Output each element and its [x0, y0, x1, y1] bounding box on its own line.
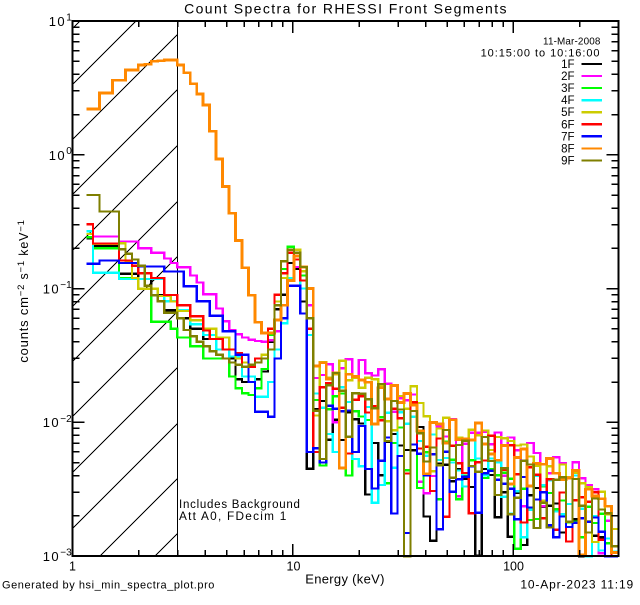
svg-text:−1: −1: [60, 280, 72, 291]
svg-text:counts cm−2 s−1 keV−1: counts cm−2 s−1 keV−1: [16, 219, 31, 362]
svg-text:Energy (keV): Energy (keV): [305, 572, 384, 587]
svg-text:10: 10: [43, 415, 60, 430]
svg-text:6F: 6F: [561, 119, 574, 131]
svg-text:1F: 1F: [561, 59, 574, 71]
svg-text:1: 1: [69, 560, 76, 574]
svg-text:0: 0: [66, 146, 72, 157]
svg-text:Count Spectra for RHESSI Front: Count Spectra for RHESSI Front Segments: [184, 1, 508, 17]
svg-text:10: 10: [49, 14, 66, 29]
svg-text:−3: −3: [60, 548, 72, 559]
svg-text:4F: 4F: [561, 95, 574, 107]
svg-text:1: 1: [66, 13, 72, 24]
svg-text:5F: 5F: [561, 107, 574, 119]
svg-text:10-Apr-2023 11:19: 10-Apr-2023 11:19: [520, 578, 634, 592]
svg-text:10: 10: [43, 549, 60, 564]
svg-text:10: 10: [43, 282, 60, 297]
svg-text:10: 10: [287, 560, 301, 574]
svg-text:10: 10: [49, 148, 66, 163]
svg-text:Att A0, FDecim 1: Att A0, FDecim 1: [179, 509, 288, 523]
svg-text:9F: 9F: [561, 155, 574, 167]
svg-text:8F: 8F: [561, 143, 574, 155]
svg-text:Generated by hsi_min_spectra_p: Generated by hsi_min_spectra_plot.pro: [2, 580, 215, 592]
svg-text:2F: 2F: [561, 71, 574, 83]
svg-text:100: 100: [503, 560, 524, 574]
svg-text:3F: 3F: [561, 83, 574, 95]
svg-text:−2: −2: [60, 414, 72, 425]
svg-text:11-Mar-2008: 11-Mar-2008: [543, 37, 601, 48]
svg-text:10:15:00 to 10:16:00: 10:15:00 to 10:16:00: [481, 48, 601, 60]
svg-text:Includes Background: Includes Background: [179, 499, 301, 511]
svg-text:7F: 7F: [561, 131, 574, 143]
